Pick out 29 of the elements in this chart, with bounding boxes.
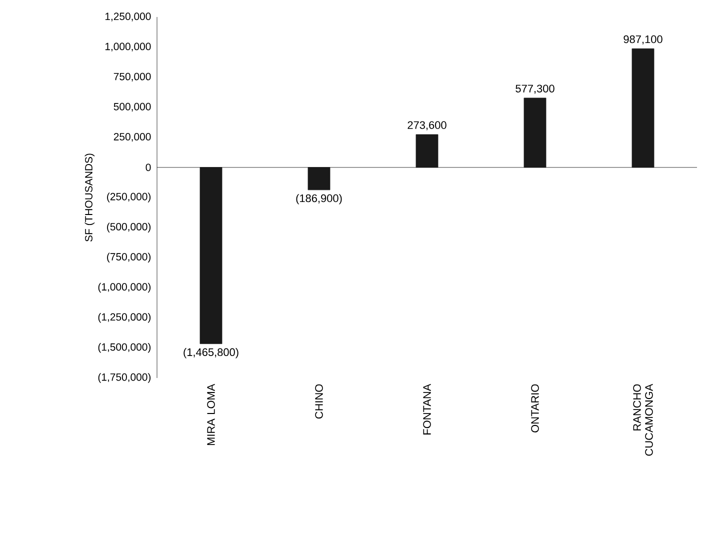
bar (416, 134, 438, 168)
data-label: 273,600 (408, 121, 446, 130)
y-tick-label: (1,750,000) (98, 373, 151, 383)
y-tick-label: 250,000 (114, 133, 151, 142)
data-label: 577,300 (516, 84, 554, 94)
bar (308, 167, 330, 190)
bar (524, 98, 546, 168)
y-tick-label: (1,000,000) (98, 282, 151, 293)
y-tick-label: (1,250,000) (98, 312, 151, 323)
y-tick-label: 0 (146, 164, 151, 172)
x-tick-label: RANCHO CUCAMONGA (633, 384, 653, 456)
bar (632, 48, 654, 168)
y-tick-label: 1,250,000 (105, 12, 151, 22)
y-tick-label: (750,000) (107, 252, 151, 263)
data-label: 987,100 (624, 35, 662, 44)
y-tick-label: (1,500,000) (98, 343, 151, 353)
y-tick-label: 500,000 (114, 102, 151, 112)
y-tick-label: 750,000 (114, 72, 151, 82)
x-tick-label: MIRA LOMA (207, 384, 215, 446)
y-axis-title: SF (THOUSANDS) (84, 154, 95, 242)
y-tick-label: (500,000) (107, 222, 151, 232)
y-tick-label: (250,000) (107, 192, 151, 202)
x-tick-label: ONTARIO (531, 384, 539, 432)
x-tick-label: CHINO (315, 384, 323, 419)
y-tick-label: 1,000,000 (105, 42, 151, 52)
data-label: (1,465,800) (184, 348, 238, 358)
bar (200, 167, 222, 344)
data-label: (186,900) (296, 194, 342, 204)
x-tick-label: FONTANA (423, 384, 431, 434)
